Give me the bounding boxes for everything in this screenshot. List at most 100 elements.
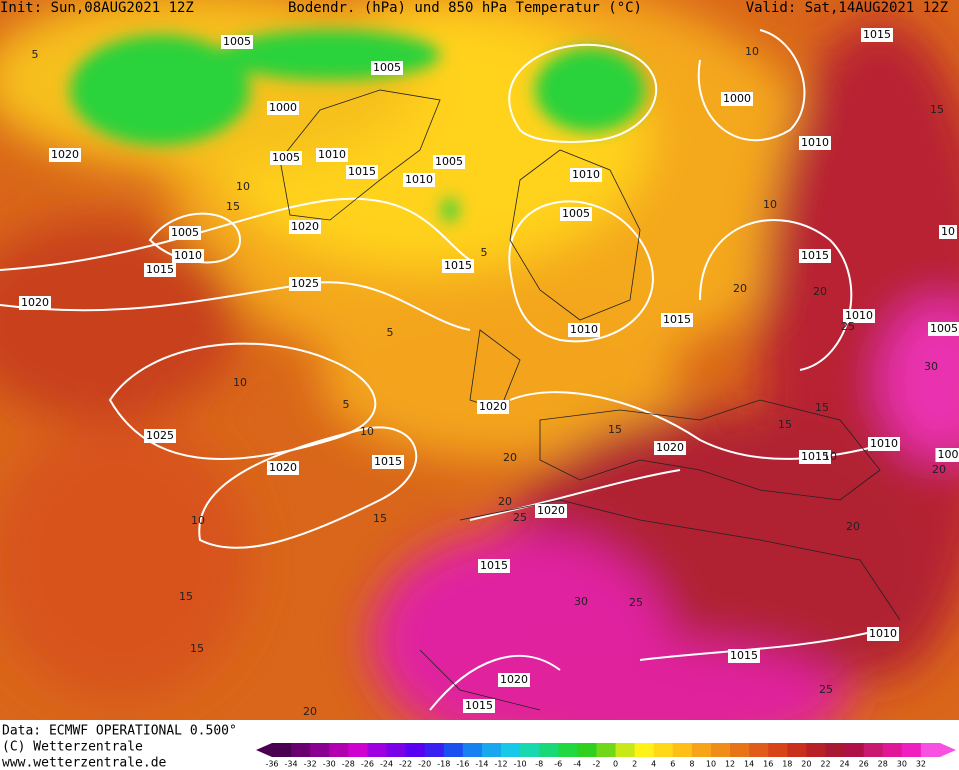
colorbar-label: -14 bbox=[475, 760, 488, 769]
colorbar-swatch bbox=[634, 743, 655, 757]
isobar-label: 1015 bbox=[465, 699, 493, 712]
copyright: (C) Wetterzentrale bbox=[2, 740, 143, 755]
colorbar-swatch bbox=[501, 743, 521, 757]
colorbar-swatch bbox=[272, 743, 292, 757]
isobar-label: 1020 bbox=[269, 461, 297, 474]
isobar-label: 100 bbox=[938, 448, 959, 461]
isobar-label-box bbox=[568, 323, 600, 337]
isobar-label: 10 bbox=[941, 225, 955, 238]
isobar-label-box bbox=[463, 699, 495, 713]
colorbar-swatch bbox=[672, 743, 693, 757]
isobar-label-box bbox=[868, 437, 900, 451]
colorbar-label: 32 bbox=[916, 760, 926, 769]
colorbar-label: 16 bbox=[763, 760, 773, 769]
colorbar-swatch bbox=[462, 743, 483, 757]
isobar-label: 1015 bbox=[801, 249, 829, 262]
data-source: Data: ECMWF OPERATIONAL 0.500° bbox=[2, 724, 237, 739]
isotherm-label: 20 bbox=[503, 451, 517, 464]
isobar-label: 1015 bbox=[374, 455, 402, 468]
colorbar-label: -30 bbox=[323, 760, 336, 769]
isobar-label-box bbox=[498, 673, 530, 687]
init-time: Init: Sun,08AUG2021 12Z bbox=[0, 0, 194, 16]
isobar-label-box bbox=[928, 322, 959, 336]
colorbar-swatch bbox=[806, 743, 826, 757]
colorbar-label: -26 bbox=[361, 760, 374, 769]
isotherm-label: 30 bbox=[924, 360, 938, 373]
map-title: Bodendr. (hPa) und 850 hPa Temperatur (°… bbox=[288, 0, 642, 16]
colorbar-swatch bbox=[844, 743, 865, 757]
colorbar-swatch bbox=[329, 743, 349, 757]
isotherm-label: 15 bbox=[608, 423, 622, 436]
isotherm-label: 25 bbox=[513, 511, 527, 524]
colorbar-label: -22 bbox=[399, 760, 412, 769]
valid-time: Valid: Sat,14AUG2021 12Z bbox=[746, 0, 948, 16]
website: www.wetterzentrale.de bbox=[2, 756, 167, 770]
isotherm-label: 25 bbox=[629, 596, 643, 609]
isobar-label-box bbox=[935, 448, 959, 462]
isobar-label: 1020 bbox=[21, 296, 49, 309]
isobar-label-box bbox=[799, 450, 831, 464]
isobar-label: 1020 bbox=[656, 441, 684, 454]
colorbar-swatch bbox=[882, 743, 903, 757]
isotherm-label: 20 bbox=[303, 705, 317, 718]
isotherm-label: 10 bbox=[236, 180, 250, 193]
colorbar-label: 24 bbox=[839, 760, 849, 769]
colorbar-label: 26 bbox=[859, 760, 869, 769]
isotherm-label: 15 bbox=[778, 418, 792, 431]
isobar-label-box bbox=[270, 151, 302, 165]
colorbar-swatch bbox=[901, 743, 922, 757]
colorbar-label: -32 bbox=[304, 760, 317, 769]
isobar-label: 1020 bbox=[500, 673, 528, 686]
colorbar-swatch bbox=[787, 743, 807, 757]
colorbar-label: 30 bbox=[897, 760, 907, 769]
colorbar-swatch bbox=[596, 743, 617, 757]
isobar-label-box bbox=[172, 249, 204, 263]
isobar-label: 1010 bbox=[174, 249, 202, 262]
isobar-label: 1005 bbox=[223, 35, 251, 48]
colorbar-label: -4 bbox=[573, 760, 581, 769]
isotherm-label: 20 bbox=[932, 463, 946, 476]
isobar-label: 1005 bbox=[562, 207, 590, 220]
isotherm-label: 10 bbox=[763, 198, 777, 211]
isobar-label-box bbox=[403, 173, 435, 187]
colorbar-swatch bbox=[920, 743, 941, 757]
isobar-label: 1020 bbox=[537, 504, 565, 517]
isotherm-label: 10 bbox=[745, 45, 759, 58]
isobar-label-box bbox=[49, 148, 81, 162]
colorbar-swatch bbox=[539, 743, 559, 757]
isobar-label-box bbox=[535, 504, 567, 518]
isobar-label: 1010 bbox=[801, 136, 829, 149]
colorbar-label: 10 bbox=[706, 760, 716, 769]
isotherm-label: 5 bbox=[343, 398, 350, 411]
isotherm-label: 30 bbox=[574, 595, 588, 608]
isobar-label-box bbox=[316, 148, 348, 162]
isobar-label-box bbox=[570, 168, 602, 182]
colorbar-label: -18 bbox=[437, 760, 450, 769]
isotherm-label: 10 bbox=[823, 450, 837, 463]
isobar-label-box bbox=[433, 155, 465, 169]
isotherm-label: 20 bbox=[733, 282, 747, 295]
isobar-label: 1005 bbox=[435, 155, 463, 168]
isobar-label: 1010 bbox=[570, 323, 598, 336]
colorbar-label: 0 bbox=[613, 760, 618, 769]
isobar-label-box bbox=[346, 165, 378, 179]
colorbar-swatch bbox=[367, 743, 388, 757]
colorbar-label: -16 bbox=[456, 760, 469, 769]
isobar-label: 1010 bbox=[845, 309, 873, 322]
isobar-label: 1010 bbox=[405, 173, 433, 186]
colorbar-label: -34 bbox=[285, 760, 298, 769]
colorbar-swatch bbox=[386, 743, 407, 757]
colorbar-label: -24 bbox=[380, 760, 393, 769]
colorbar-label: 20 bbox=[801, 760, 811, 769]
isobar-label-box bbox=[728, 649, 760, 663]
colorbar-label: 28 bbox=[878, 760, 888, 769]
isobar-label: 1025 bbox=[146, 429, 174, 442]
isobar-label: 1020 bbox=[291, 220, 319, 233]
colorbar-label: -36 bbox=[265, 760, 278, 769]
isotherm-labels: 5101510510510152020151051015202525302520… bbox=[32, 45, 947, 718]
isobar-label: 1020 bbox=[51, 148, 79, 161]
isobar-label: 1015 bbox=[146, 263, 174, 276]
colorbar-label: 12 bbox=[725, 760, 735, 769]
isobar-label-box bbox=[267, 101, 299, 115]
